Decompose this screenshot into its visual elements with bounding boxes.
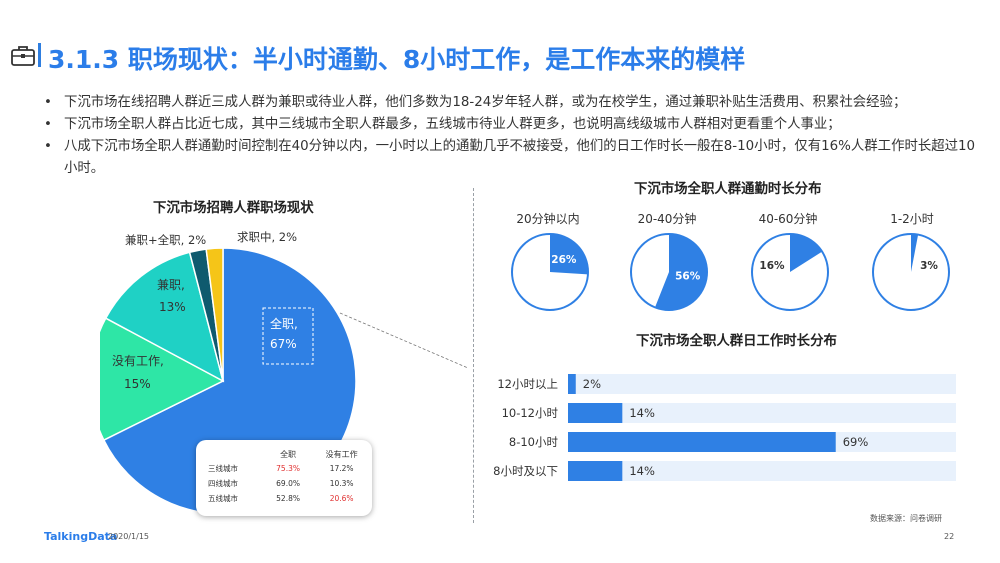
section-divider (473, 188, 474, 523)
slice-label-jobless-name: 没有工作, (112, 353, 164, 368)
table-cell-city: 五线城市 (208, 494, 238, 503)
pie-slice (100, 317, 225, 442)
table-header-fulltime: 全职 (280, 450, 297, 459)
commute-pie-slice (655, 234, 707, 310)
bar (568, 374, 576, 394)
bullet-item: 八成下沉市场全职人群通勤时间控制在40分钟以内，一小时以上的通勤几乎不被接受，他… (44, 136, 984, 180)
commute-pie-slice (911, 234, 919, 272)
fulltime-label-box (262, 307, 314, 365)
bar-value-label: 69% (843, 435, 869, 449)
bar-value-label: 2% (583, 377, 601, 391)
table-cell-city: 四线城市 (208, 479, 238, 488)
summary-bullets: 下沉市场在线招聘人群近三成人群为兼职或待业人群，他们多数为18-24岁年轻人群，… (44, 92, 984, 180)
pie-slice (104, 251, 225, 383)
table-header-empty (204, 448, 265, 461)
bar (568, 403, 623, 423)
company-logo: TalkingData (44, 530, 118, 543)
slice-label-seeking: 求职中, 2% (237, 230, 297, 244)
slice-label-jobless-value: 15% (124, 377, 151, 391)
city-table: 全职 没有工作 三线城市 75.3% 17.2% 四线城市 69.0% 10.3… (196, 440, 372, 516)
bar-category-label: 8-10小时 (509, 435, 559, 449)
commute-pie-label: 16% (759, 260, 785, 272)
slice-label-fulltime-name: 全职, (270, 316, 298, 331)
pie-slice (205, 247, 224, 382)
bar (568, 461, 623, 481)
bar-value-label: 14% (629, 464, 655, 478)
pie-chart-title: 下沉市场招聘人群职场现状 (153, 201, 314, 216)
table-header-jobless: 没有工作 (325, 450, 358, 459)
slice-label-both: 兼职+全职, 2% (125, 233, 206, 247)
page-title: 3.1.3 职场现状：半小时通勤、8小时工作，是工作本来的模样 (48, 45, 746, 74)
commute-pie-label: 26% (551, 254, 577, 266)
table-cell-jobless: 17.2% (329, 464, 354, 473)
slice-label-parttime-name: 兼职, (157, 278, 185, 292)
table-cell-jobless: 10.3% (329, 479, 354, 488)
table-cell-city: 三线城市 (208, 464, 238, 473)
bar (568, 432, 836, 452)
commute-pie-label: 56% (675, 271, 701, 283)
bar-track (568, 374, 956, 394)
title-accent-bar (38, 43, 41, 67)
table-row: 五线城市 52.8% 20.6% (204, 491, 372, 506)
slice-label-fulltime-value: 67% (270, 337, 297, 351)
table-cell-jobless: 20.6% (329, 494, 354, 503)
workhours-bar-chart: 12小时以上 2% 10-12小时 14% 8-10小时 69% 8小时及以下 14% (493, 374, 956, 481)
table-row: 三线城市 75.3% 17.2% (204, 461, 372, 476)
bar-category-label: 12小时以上 (497, 377, 558, 391)
commute-subtitle: 40-60分钟 (758, 212, 818, 226)
bar-value-label: 14% (629, 406, 655, 420)
commute-subtitle: 20分钟以内 (516, 212, 580, 226)
commute-pie-label: 3% (920, 260, 938, 272)
page-number: 22 (944, 532, 955, 541)
bar-track (568, 461, 956, 481)
table-cell-fulltime: 75.3% (276, 464, 300, 473)
commute-pie-slice (790, 234, 823, 272)
table-cell-fulltime: 52.8% (276, 494, 300, 503)
table-cell-fulltime: 69.0% (276, 479, 300, 488)
commute-subtitle: 1-2小时 (890, 212, 934, 226)
table-row: 四线城市 69.0% 10.3% (204, 476, 372, 491)
workhours-chart-title: 下沉市场全职人群日工作时长分布 (636, 334, 837, 349)
bar-category-label: 8小时及以下 (493, 464, 558, 478)
data-source: 数据来源：问卷调研 (870, 514, 942, 523)
slice-label-parttime-value: 13% (159, 300, 186, 314)
commute-chart-title: 下沉市场全职人群通勤时长分布 (634, 182, 822, 197)
bar-category-label: 10-12小时 (502, 406, 559, 420)
bar-track (568, 403, 956, 423)
footer-date: 2020/1/15 (108, 532, 150, 541)
briefcase-icon (10, 42, 36, 68)
commute-pie-slice (550, 234, 588, 275)
bullet-item: 下沉市场在线招聘人群近三成人群为兼职或待业人群，他们多数为18-24岁年轻人群，… (44, 92, 984, 114)
bullet-item: 下沉市场全职人群占比近七成，其中三线城市全职人群最多，五线城市待业人群更多，也说… (44, 114, 984, 136)
commute-pies: 26% 56% 16% 3% (511, 233, 950, 311)
callout-line (339, 312, 469, 369)
commute-subtitle: 20-40分钟 (637, 212, 697, 226)
